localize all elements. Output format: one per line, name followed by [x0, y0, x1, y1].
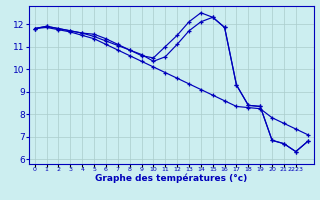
- X-axis label: Graphe des températures (°c): Graphe des températures (°c): [95, 174, 247, 183]
